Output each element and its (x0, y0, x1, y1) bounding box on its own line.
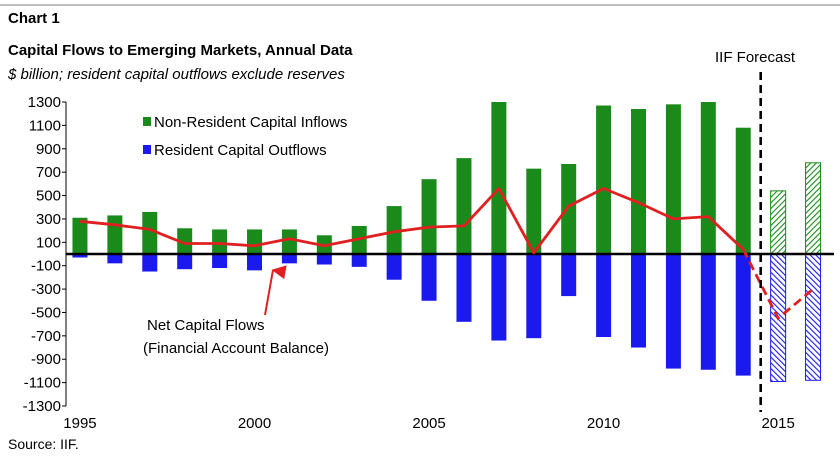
source-note: Source: IIF. (8, 436, 79, 452)
annotation-line2: (Financial Account Balance) (143, 340, 329, 357)
y-tick-label: 100 (36, 234, 61, 251)
outflow-bar-2008 (526, 254, 542, 339)
inflow-bar-2009 (561, 163, 577, 254)
outflow-bar-2016 (805, 253, 822, 381)
inflow-bar-2006 (456, 158, 472, 254)
line-layer (79, 187, 814, 321)
legend-swatch-outflows (143, 145, 151, 154)
outflow-bar-1995 (72, 254, 88, 258)
y-tick-label: -900 (31, 351, 61, 368)
outflow-bar-2002 (316, 254, 332, 265)
legend: Non-Resident Capital Inflows Resident Ca… (143, 114, 347, 159)
y-tick-label: -300 (31, 281, 61, 298)
y-tick-label: -1300 (23, 398, 61, 415)
top-rule (0, 4, 840, 6)
annotation-arrow (264, 265, 287, 316)
inflow-bar-2001 (281, 229, 297, 254)
bars-layer (72, 102, 822, 382)
forecast-marker: IIF Forecast (715, 49, 796, 412)
y-tick-label: 500 (36, 188, 61, 205)
axis-layer: 1300 1100 900 700 500 300 100 -100 -300 -500 -700 -… (23, 94, 834, 432)
inflow-bar-2014 (735, 127, 751, 254)
net-flows-line (79, 187, 745, 255)
legend-swatch-inflows (143, 117, 151, 126)
inflow-bar-2013 (700, 102, 716, 254)
outflow-bar-2014 (735, 254, 751, 376)
y-tick-label: -100 (31, 258, 61, 275)
outflow-bar-2000 (247, 254, 263, 271)
chart-subtitle: $ billion; resident capital outflows exc… (8, 66, 345, 83)
y-tick-label: 300 (36, 211, 61, 228)
y-tick-label: -1100 (24, 375, 61, 392)
inflow-bar-2015 (770, 190, 787, 255)
outflow-bar-1997 (142, 254, 158, 272)
outflow-bar-1996 (107, 254, 123, 264)
inflow-bar-2011 (631, 109, 647, 254)
x-tick-label: 2005 (412, 415, 445, 432)
annotation-line1: Net Capital Flows (147, 317, 265, 334)
inflow-bar-1995 (72, 217, 88, 254)
annotation: Net Capital Flows (Financial Account Bal… (143, 265, 329, 357)
inflow-bar-2010 (596, 105, 612, 254)
chart-label: Chart 1 (8, 10, 60, 27)
legend-label-outflows: Resident Capital Outflows (154, 142, 327, 159)
x-tick-label: 2015 (761, 415, 794, 432)
y-tick-label: -700 (31, 328, 61, 345)
outflow-bar-2005 (421, 254, 437, 301)
legend-label-inflows: Non-Resident Capital Inflows (154, 114, 347, 131)
x-tick-label: 1995 (63, 415, 96, 432)
inflow-bar-2004 (386, 206, 402, 254)
x-tick-label: 2000 (238, 415, 271, 432)
outflow-bar-1998 (177, 254, 193, 270)
y-tick-label: 1300 (28, 94, 61, 111)
inflow-bar-1999 (212, 229, 228, 254)
outflow-bar-2011 (631, 254, 647, 348)
y-tick-label: 900 (36, 141, 61, 158)
outflow-bar-2010 (596, 254, 612, 338)
outflow-bar-2009 (561, 254, 577, 297)
inflow-bar-2012 (665, 104, 681, 254)
y-tick-label: 1100 (29, 117, 61, 134)
chart-title: Capital Flows to Emerging Markets, Annua… (8, 42, 353, 59)
outflow-bar-2012 (665, 254, 681, 369)
x-tick-label: 2010 (587, 415, 620, 432)
inflow-bar-2000 (247, 229, 263, 254)
y-tick-label: 700 (36, 164, 61, 181)
outflow-bar-1999 (212, 254, 228, 269)
y-tick-label: -500 (31, 304, 61, 321)
inflow-bar-2005 (421, 179, 437, 254)
inflow-bar-2008 (526, 168, 542, 254)
inflow-bar-2007 (491, 102, 507, 254)
inflow-bar-2016 (805, 162, 822, 255)
outflow-bar-2001 (281, 254, 297, 264)
outflow-bar-2007 (491, 254, 507, 341)
outflow-bar-2013 (700, 254, 716, 370)
outflow-bar-2003 (351, 254, 367, 267)
inflow-bar-1998 (177, 228, 193, 254)
net-flows-forecast-line (741, 248, 814, 321)
inflow-bar-1996 (107, 215, 123, 254)
inflow-bar-1997 (142, 211, 158, 254)
forecast-label: IIF Forecast (715, 49, 796, 66)
outflow-bar-2006 (456, 254, 472, 322)
outflow-bar-2004 (386, 254, 402, 280)
